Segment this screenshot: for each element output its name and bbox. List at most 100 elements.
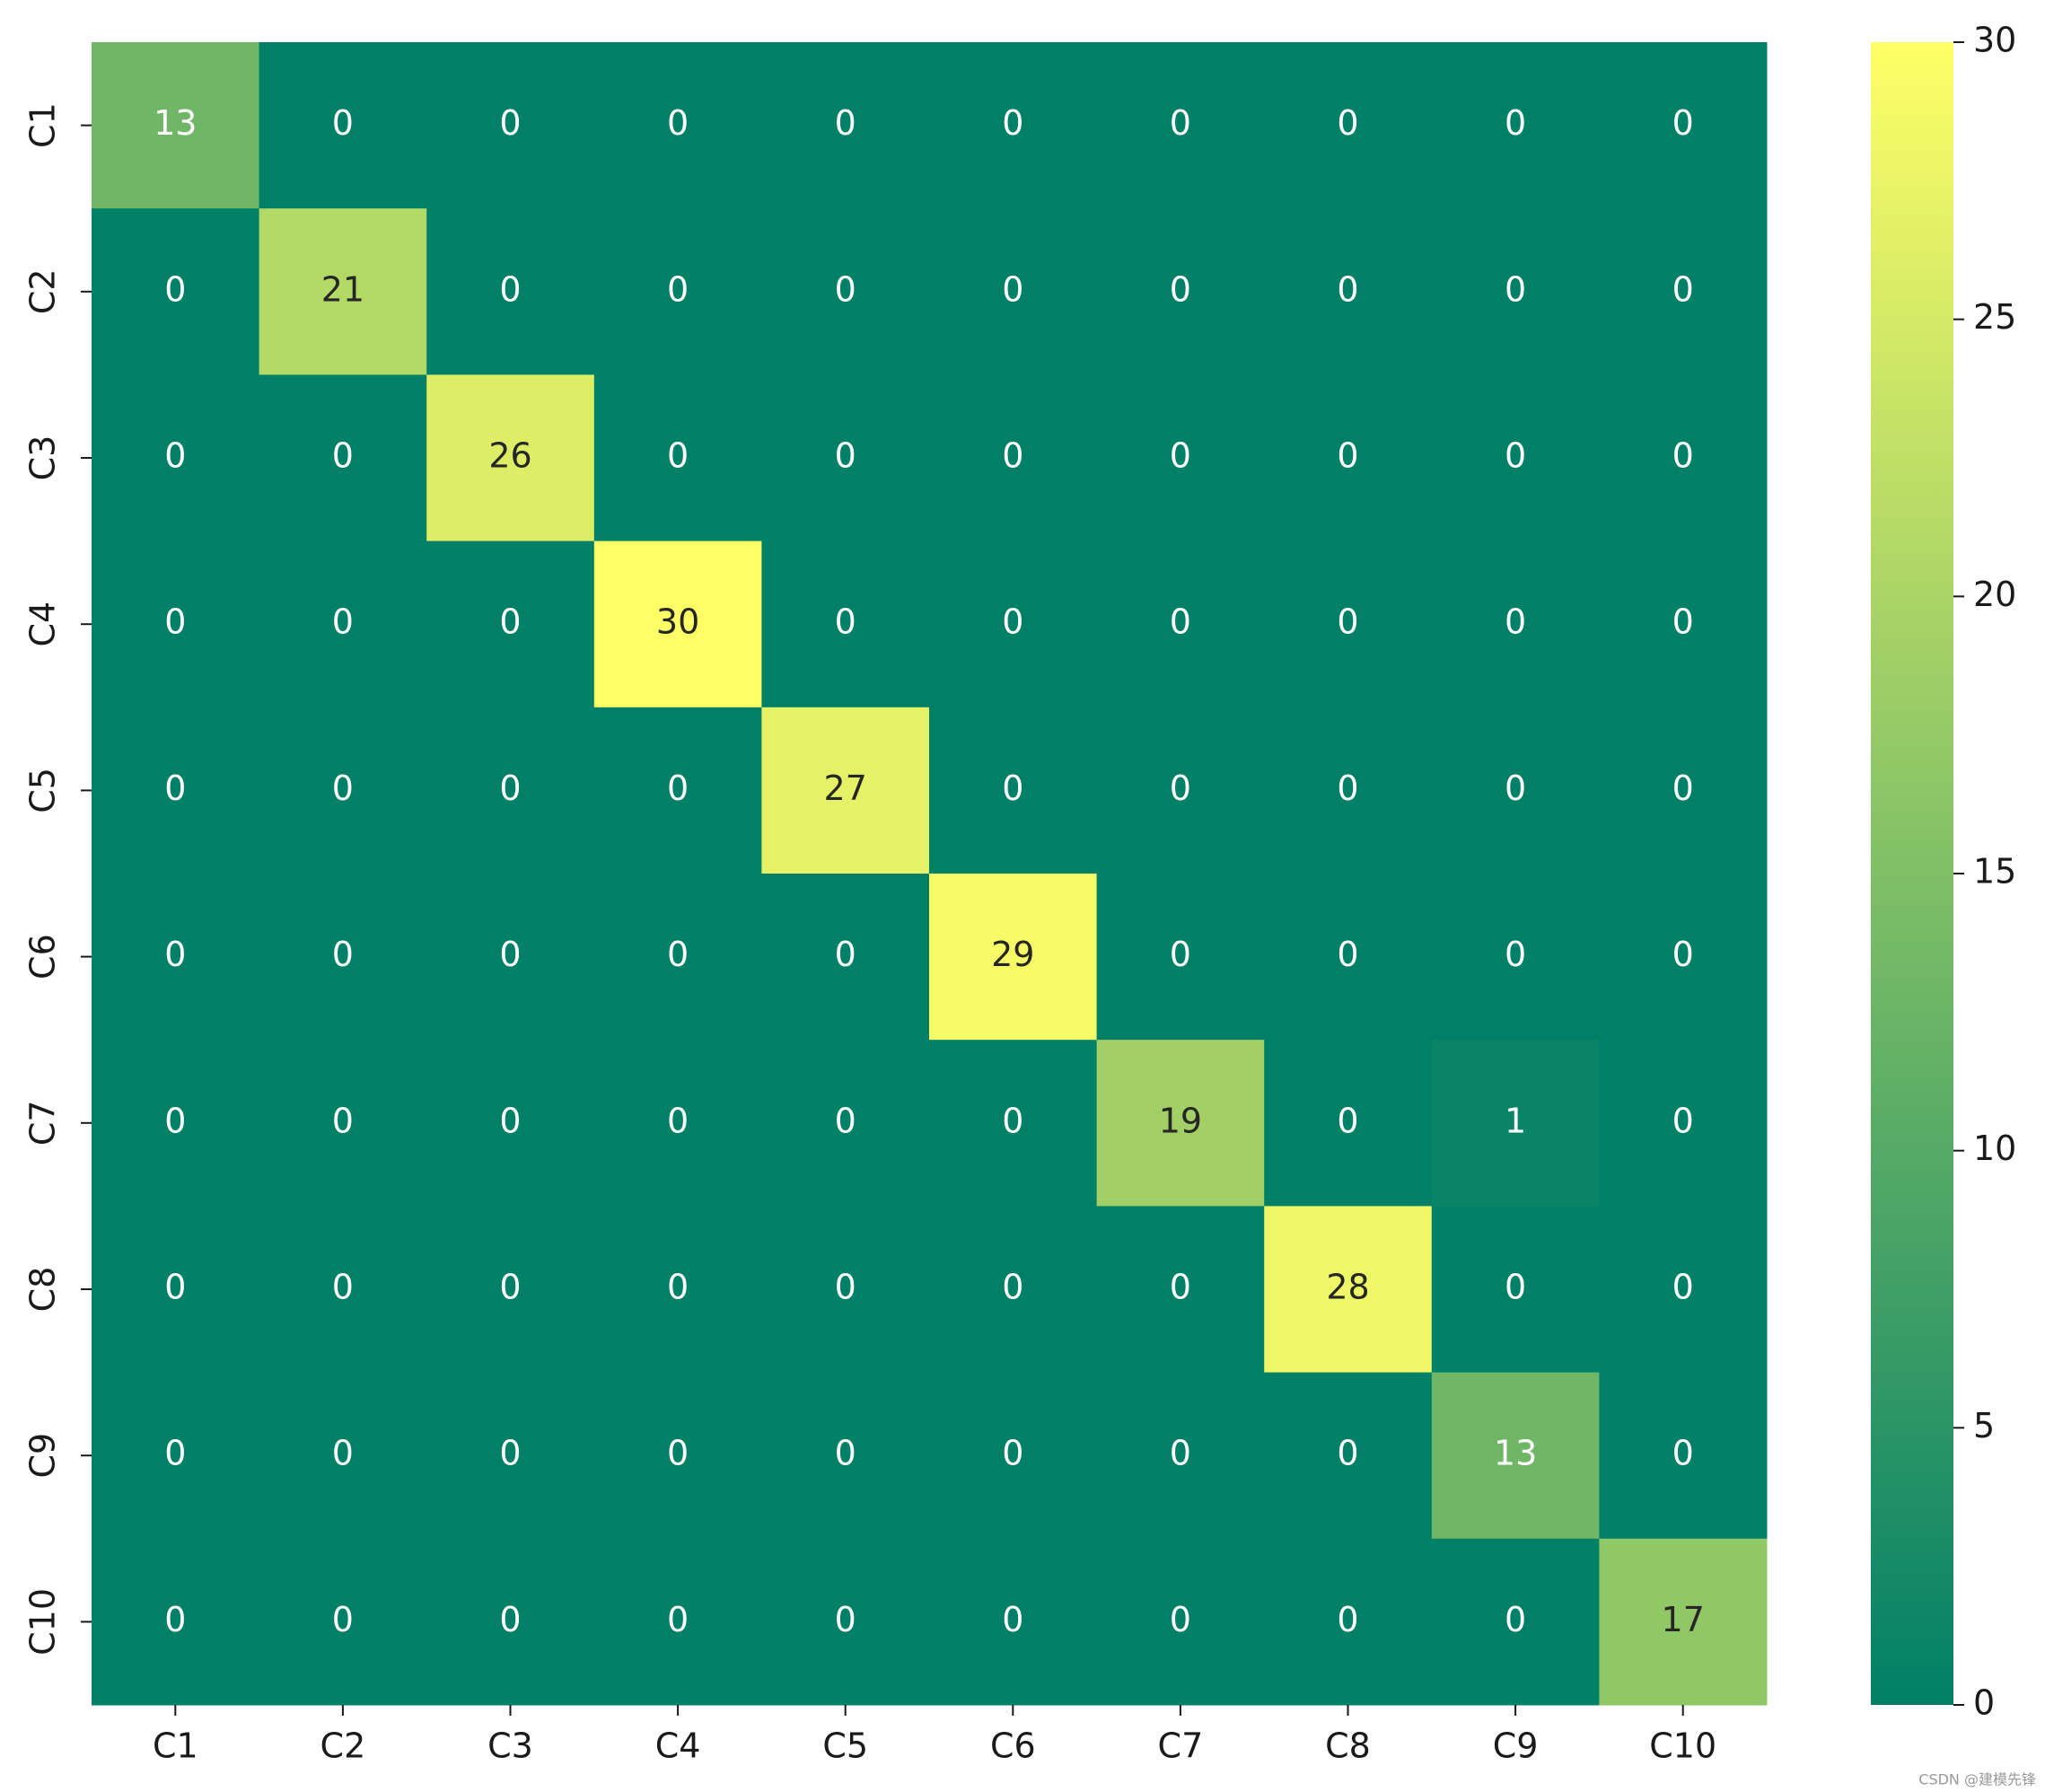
heatmap-cell (92, 707, 260, 874)
x-tick-label: C10 (1649, 1726, 1716, 1766)
heatmap-cell (1096, 374, 1265, 542)
heatmap-cell (1264, 1040, 1433, 1207)
cell-label: 0 (1337, 1600, 1358, 1639)
heatmap-cell (929, 1206, 1098, 1374)
heatmap-cell (1599, 540, 1768, 708)
heatmap-cell (1096, 1040, 1265, 1207)
heatmap-cell (761, 374, 930, 542)
cell-label: 0 (667, 436, 689, 476)
y-tick-label: C4 (23, 602, 63, 647)
cell-label: 0 (1337, 1101, 1358, 1140)
cell-label: 0 (1170, 1600, 1191, 1639)
heatmap-cell (92, 1538, 260, 1706)
heatmap-cell (426, 874, 595, 1041)
heatmap-cell (1431, 374, 1600, 542)
cell-label: 0 (1170, 769, 1191, 808)
heatmap-cell (593, 874, 762, 1041)
cell-label: 0 (1505, 1600, 1526, 1639)
heatmap-cell (1096, 1538, 1265, 1706)
y-tick-label: C8 (23, 1267, 63, 1313)
heatmap-cell (1599, 1538, 1768, 1706)
heatmap-cell (929, 1538, 1098, 1706)
cell-label: 0 (164, 602, 186, 642)
colorbar-tick-label: 5 (1973, 1406, 1995, 1445)
cell-label: 0 (1170, 269, 1191, 309)
cell-label: 0 (499, 602, 521, 642)
heatmap-cell (593, 1040, 762, 1207)
x-tick-label: C7 (1158, 1726, 1204, 1766)
colorbar-tick-label: 10 (1973, 1129, 2016, 1168)
watermark: CSDN @建模先锋 (1918, 1771, 2036, 1788)
cell-label: 0 (667, 1434, 689, 1473)
heatmap-cell (1431, 1538, 1600, 1706)
heatmap-cell (761, 42, 930, 209)
x-tick-label: C5 (822, 1726, 868, 1766)
heatmap-cell (1096, 540, 1265, 708)
cell-label: 0 (1505, 602, 1526, 642)
heatmap-cell (259, 1040, 427, 1207)
heatmap-cell (259, 707, 427, 874)
cell-label: 0 (164, 1268, 186, 1307)
y-tick-label: C7 (23, 1100, 63, 1146)
heatmap-cell (1431, 42, 1600, 209)
cell-label: 0 (499, 769, 521, 808)
heatmap-cell (1264, 874, 1433, 1041)
cell-label: 0 (1505, 436, 1526, 476)
heatmap-cell (929, 1372, 1098, 1540)
cell-label: 0 (1337, 769, 1358, 808)
heatmap-cell (259, 374, 427, 542)
heatmap-cell (92, 1206, 260, 1374)
cell-label: 0 (1170, 1268, 1191, 1307)
heatmap-cell (593, 1372, 762, 1540)
heatmap-cell (761, 1372, 930, 1540)
heatmap-cell (1599, 42, 1768, 209)
heatmap-cell (593, 1538, 762, 1706)
y-tick-label: C10 (23, 1588, 63, 1656)
cell-label: 0 (1337, 602, 1358, 642)
heatmap-cell (1599, 874, 1768, 1041)
heatmap-cell (761, 540, 930, 708)
cell-label: 0 (164, 436, 186, 476)
colorbar-tick-label: 30 (1973, 21, 2016, 60)
heatmap-cell (929, 42, 1098, 209)
y-tick-label: C6 (23, 934, 63, 979)
heatmap-cell (1096, 208, 1265, 375)
heatmap-cell (1599, 1372, 1768, 1540)
colorbar-tick-label: 15 (1973, 852, 2016, 892)
y-tick-label: C5 (23, 768, 63, 813)
cell-label: 0 (1337, 1434, 1358, 1473)
heatmap-cell (426, 1372, 595, 1540)
heatmap-cell (1599, 208, 1768, 375)
cell-label: 0 (1672, 1268, 1694, 1307)
cell-label: 21 (321, 269, 364, 309)
cell-label: 0 (667, 269, 689, 309)
heatmap-cell (1096, 1372, 1265, 1540)
heatmap-cell (761, 874, 930, 1041)
cell-label: 0 (1002, 769, 1023, 808)
cell-label: 0 (1002, 602, 1023, 642)
cell-label: 0 (332, 103, 354, 143)
cell-label: 29 (991, 935, 1034, 974)
heatmap-cell (1264, 1372, 1433, 1540)
cell-label: 0 (1672, 269, 1694, 309)
heatmap-cell (259, 42, 427, 209)
heatmap-cell (761, 1040, 930, 1207)
heatmap-cell (929, 707, 1098, 874)
heatmap-cell (92, 374, 260, 542)
cell-label: 0 (1337, 103, 1358, 143)
heatmap-cell (929, 374, 1098, 542)
cell-label: 0 (1672, 602, 1694, 642)
cell-label: 0 (835, 269, 856, 309)
cell-label: 26 (488, 436, 531, 476)
cell-label: 0 (1170, 436, 1191, 476)
cell-label: 0 (835, 103, 856, 143)
cell-label: 0 (1337, 935, 1358, 974)
heatmap-cell (929, 208, 1098, 375)
cell-label: 0 (1002, 1268, 1023, 1307)
heatmap-cell (593, 42, 762, 209)
y-tick-label: C3 (23, 435, 63, 481)
heatmap-cell (929, 1040, 1098, 1207)
cell-label: 13 (1494, 1434, 1537, 1473)
cell-label: 0 (1505, 1268, 1526, 1307)
y-tick-label: C1 (23, 102, 63, 148)
